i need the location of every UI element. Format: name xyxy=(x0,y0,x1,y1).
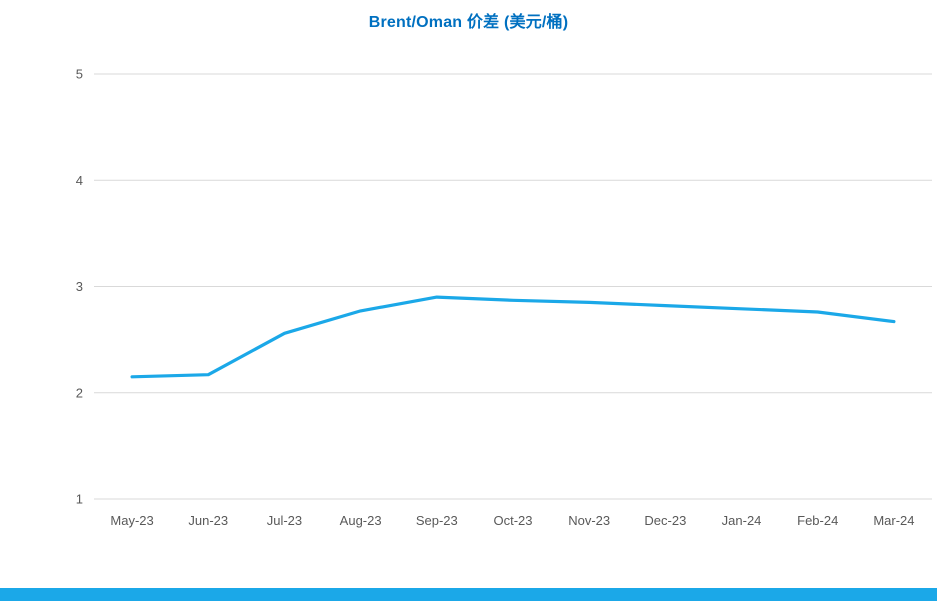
x-axis-tick-label: May-23 xyxy=(110,513,153,528)
x-axis-tick-label: Jan-24 xyxy=(722,513,762,528)
bottom-accent-bar xyxy=(0,588,937,601)
y-axis-tick-label: 2 xyxy=(76,385,83,400)
x-axis-tick-label: Sep-23 xyxy=(416,513,458,528)
x-axis-tick-label: Nov-23 xyxy=(568,513,610,528)
y-axis-tick-label: 1 xyxy=(76,492,83,507)
x-axis-tick-label: Aug-23 xyxy=(340,513,382,528)
x-axis-tick-label: Jun-23 xyxy=(188,513,228,528)
y-axis-tick-label: 4 xyxy=(76,173,83,188)
x-axis-tick-label: Jul-23 xyxy=(267,513,302,528)
data-series-line xyxy=(130,295,896,379)
y-axis-tick-label: 3 xyxy=(76,279,83,294)
y-axis-tick-label: 5 xyxy=(76,67,83,82)
x-axis-tick-label: Oct-23 xyxy=(493,513,532,528)
chart-title: Brent/Oman 价差 (美元/桶) xyxy=(368,14,569,31)
x-axis-tick-label: Dec-23 xyxy=(644,513,686,528)
x-axis-tick-label: Mar-24 xyxy=(873,513,914,528)
x-axis-tick-label: Feb-24 xyxy=(797,513,838,528)
